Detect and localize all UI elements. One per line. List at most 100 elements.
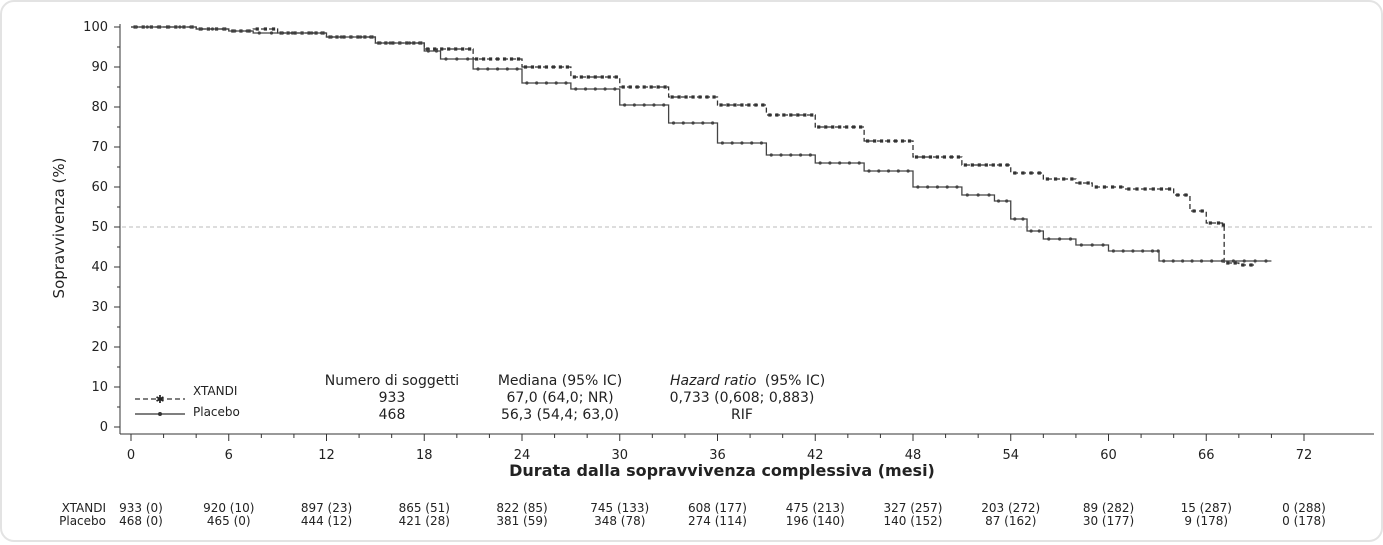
y-tick-label: 40 [91,260,108,275]
y-tick-label: 50 [91,220,108,235]
x-tick-label: 30 [611,448,628,463]
risk-value-placebo: 274 (114) [688,514,747,528]
censor-marker-placebo [838,161,842,165]
censor-marker-xtandi [789,113,793,117]
censor-marker-placebo [798,153,803,157]
x-tick-label: 12 [318,448,335,463]
censor-marker-xtandi [698,95,702,99]
censor-marker-xtandi [1226,261,1230,265]
censor-marker-placebo [515,67,519,71]
x-tick-label: 6 [225,448,233,463]
censor-marker-xtandi [928,155,933,159]
censor-marker-placebo [320,31,324,35]
censor-marker-xtandi [907,139,912,143]
censor-marker-xtandi [502,57,507,61]
censor-marker-placebo [574,87,578,91]
censor-marker-placebo [310,31,314,35]
censor-marker-xtandi [426,47,430,51]
stats-xtandi-hazard: 0,733 (0,608; 0,883) [670,390,815,406]
censor-marker-placebo [476,67,480,71]
censor-marker-placebo [583,87,588,91]
censor-marker-placebo [926,185,930,189]
censor-marker-xtandi [544,65,549,69]
censor-marker-xtandi [475,57,479,61]
censor-marker-placebo [290,31,294,35]
stats-header-hazard-ratio: Hazard ratio [670,373,756,389]
censor-marker-xtandi [558,65,563,69]
censor-marker-placebo [1141,249,1145,253]
censor-marker-xtandi [1233,261,1237,265]
censor-marker-xtandi [621,85,625,89]
x-tick-label: 48 [905,448,922,463]
censor-marker-placebo [632,103,637,107]
censor-marker-xtandi [1135,187,1139,191]
risk-value-xtandi: 745 (133) [590,501,649,515]
censor-marker-xtandi [747,103,751,107]
censor-marker-xtandi [663,85,667,89]
censor-marker-placebo [730,141,734,145]
censor-marker-xtandi [649,85,653,89]
legend-label-placebo: Placebo [193,405,240,419]
censor-marker-xtandi [607,75,611,79]
censor-marker-placebo [671,121,676,125]
x-tick-label: 54 [1002,448,1019,463]
censor-marker-placebo [720,141,724,145]
risk-value-placebo: 468 (0) [119,514,163,528]
censor-marker-placebo [1253,259,1257,263]
censor-marker-xtandi [866,139,870,143]
risk-value-xtandi: 89 (282) [1083,501,1134,515]
censor-marker-placebo [210,27,215,31]
censor-marker-xtandi [817,125,821,129]
censor-marker-placebo [434,49,439,53]
censor-marker-xtandi [635,85,639,89]
censor-marker-placebo [1058,237,1062,241]
risk-value-placebo: 9 (178) [1184,514,1228,528]
censor-marker-xtandi [1037,171,1041,175]
censor-marker-placebo [613,87,617,91]
censor-marker-xtandi [1094,185,1098,189]
series-line-placebo [131,26,1272,262]
censor-marker-placebo [996,199,1001,203]
censor-marker-xtandi [900,139,905,143]
censor-marker-placebo [711,121,715,125]
censor-marker-xtandi [1249,263,1253,267]
censor-marker-placebo [167,25,171,29]
y-tick-label: 70 [91,140,108,155]
censor-marker-xtandi [991,163,995,167]
censor-marker-xtandi [1070,177,1074,181]
censor-marker-xtandi [255,27,259,31]
censor-marker-xtandi [488,57,493,61]
censor-marker-placebo [1190,259,1194,263]
censor-marker-xtandi [586,75,590,79]
censor-marker-placebo [1068,237,1073,241]
censor-marker-xtandi [893,139,898,143]
censor-marker-placebo [300,31,304,35]
censor-marker-xtandi [942,155,947,159]
censor-marker-placebo [339,35,343,39]
y-tick-label: 100 [83,20,108,35]
x-tick-label: 42 [807,448,824,463]
risk-value-xtandi: 475 (213) [786,501,845,515]
censor-marker-xtandi [263,27,268,31]
risk-value-xtandi: 327 (257) [884,501,943,515]
censor-marker-placebo [987,193,991,197]
censor-marker-placebo [652,103,656,107]
censor-marker-placebo [156,25,160,29]
stats-xtandi-subjects: 933 [379,390,406,406]
censor-marker-placebo [178,25,182,29]
censor-marker-placebo [1199,259,1204,263]
censor-marker-placebo [535,81,539,85]
series-line-xtandi [131,26,1256,266]
censor-marker-placebo [1090,243,1094,247]
x-tick-label: 66 [1198,448,1215,463]
censor-marker-xtandi [670,95,674,99]
censor-marker-xtandi [1241,263,1245,267]
censor-marker-xtandi [447,47,451,51]
censor-marker-xtandi [726,103,730,107]
censor-marker-placebo [857,161,861,165]
censor-marker-xtandi [859,125,863,129]
censor-marker-placebo [1242,259,1246,263]
stats-placebo-subjects: 468 [379,407,406,423]
risk-value-xtandi: 865 (51) [399,501,450,515]
censor-marker-xtandi [684,95,688,99]
